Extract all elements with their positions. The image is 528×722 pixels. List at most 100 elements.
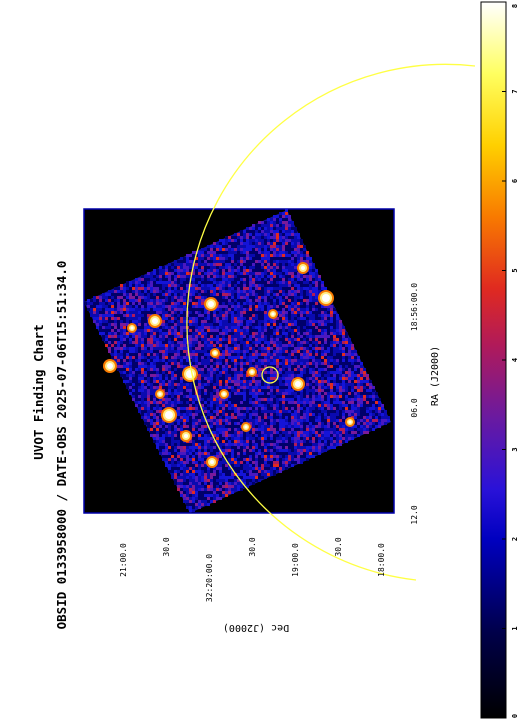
image-pixel [267,338,270,341]
image-pixel [213,290,216,293]
image-pixel [183,338,186,341]
image-pixel [147,395,150,398]
image-pixel [252,281,255,284]
image-pixel [258,305,261,308]
image-pixel [276,389,279,392]
image-pixel [156,350,159,353]
image-pixel [141,365,144,368]
image-pixel [276,395,279,398]
image-pixel [267,257,270,260]
image-pixel [273,281,276,284]
image-pixel [273,395,276,398]
image-pixel [117,356,120,359]
image-pixel [333,359,336,362]
image-pixel [258,377,261,380]
image-pixel [129,290,132,293]
image-pixel [216,434,219,437]
image-pixel [159,383,162,386]
image-pixel [318,428,321,431]
image-pixel [267,242,270,245]
image-pixel [240,401,243,404]
image-pixel [255,392,258,395]
image-pixel [294,329,297,332]
image-pixel [303,320,306,323]
image-pixel [216,338,219,341]
image-pixel [279,215,282,218]
image-pixel [270,335,273,338]
image-pixel [198,365,201,368]
image-pixel [180,353,183,356]
image-pixel [150,284,153,287]
image-pixel [153,350,156,353]
image-pixel [198,347,201,350]
image-pixel [273,272,276,275]
image-pixel [330,344,333,347]
image-pixel [234,362,237,365]
image-pixel [288,398,291,401]
image-pixel [228,236,231,239]
image-pixel [132,314,135,317]
image-pixel [162,296,165,299]
image-pixel [210,260,213,263]
image-pixel [180,320,183,323]
image-pixel [270,227,273,230]
image-pixel [342,347,345,350]
image-pixel [183,410,186,413]
image-pixel [315,362,318,365]
image-pixel [309,335,312,338]
image-pixel [192,269,195,272]
image-pixel [285,278,288,281]
image-pixel [354,431,357,434]
image-pixel [117,365,120,368]
image-pixel [294,335,297,338]
image-pixel [189,359,192,362]
image-pixel [261,428,264,431]
image-pixel [177,323,180,326]
image-pixel [258,296,261,299]
image-pixel [108,299,111,302]
image-pixel [270,242,273,245]
image-pixel [165,368,168,371]
image-pixel [132,374,135,377]
image-pixel [153,383,156,386]
image-pixel [261,251,264,254]
image-pixel [267,320,270,323]
image-pixel [201,395,204,398]
image-pixel [252,416,255,419]
image-pixel [297,344,300,347]
image-pixel [294,392,297,395]
image-pixel [315,359,318,362]
image-pixel [219,314,222,317]
image-pixel [351,401,354,404]
image-pixel [252,233,255,236]
image-pixel [348,371,351,374]
image-pixel [291,344,294,347]
image-pixel [279,257,282,260]
image-pixel [333,326,336,329]
image-pixel [237,320,240,323]
image-pixel [306,416,309,419]
image-pixel [285,425,288,428]
image-pixel [144,284,147,287]
image-pixel [180,335,183,338]
image-pixel [156,329,159,332]
image-pixel [276,410,279,413]
image-pixel [138,383,141,386]
image-pixel [270,386,273,389]
image-pixel [324,422,327,425]
image-pixel [279,359,282,362]
image-pixel [246,377,249,380]
image-pixel [285,398,288,401]
image-pixel [324,392,327,395]
image-pixel [309,311,312,314]
image-pixel [135,284,138,287]
image-pixel [240,245,243,248]
image-pixel [222,320,225,323]
image-pixel [222,260,225,263]
image-pixel [198,338,201,341]
image-pixel [270,392,273,395]
image-pixel [306,287,309,290]
image-pixel [252,278,255,281]
image-pixel [210,377,213,380]
image-pixel [189,314,192,317]
